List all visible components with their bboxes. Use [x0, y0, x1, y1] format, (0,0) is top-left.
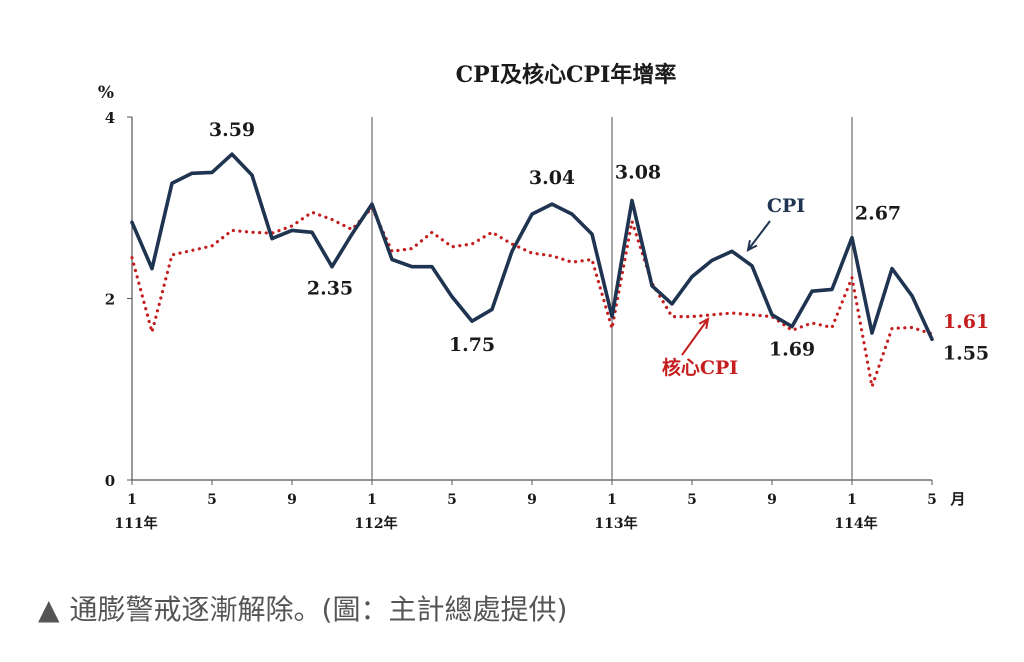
caption-text: 通膨警戒逐漸解除。(圖：主計總處提供)	[69, 593, 568, 626]
series-marks	[130, 152, 934, 389]
data-label: 1.55	[943, 342, 989, 364]
cpi-annotation-label: CPI	[767, 195, 805, 217]
cpi-line	[130, 152, 934, 342]
x-tick-label: 9	[287, 492, 297, 508]
x-unit-label: 月	[949, 490, 965, 508]
year-label: 112年	[354, 515, 397, 532]
x-tick-label: 9	[767, 492, 777, 508]
y-axis-unit: %	[98, 83, 114, 103]
caption-marker-icon: ▲	[38, 593, 60, 626]
x-tick-label: 1	[607, 492, 617, 508]
core-cpi-annotation-arrow-head	[698, 317, 710, 330]
x-tick-label: 5	[447, 492, 457, 508]
data-label: 3.59	[209, 119, 255, 141]
data-labels: 3.59 2.35 1.75 3.04 3.08 1.69 2.67 1.55 1.61 CPI 核…	[209, 119, 989, 379]
y-tick-label: 4	[105, 109, 115, 127]
core-cpi-annotation-label: 核心CPI	[662, 356, 738, 379]
data-label: 3.04	[529, 167, 575, 189]
y-tick-label: 2	[105, 291, 115, 309]
cpi-annotation-arrow-head	[746, 239, 758, 252]
core-cpi-line	[130, 206, 934, 389]
x-tick-label: 9	[527, 492, 537, 508]
year-label: 114年	[834, 515, 877, 532]
core-cpi-annotation-arrow-shaft	[681, 318, 709, 356]
x-tick-label: 1	[127, 492, 137, 508]
caption: ▲ 通膨警戒逐漸解除。(圖：主計總處提供)	[38, 588, 567, 628]
x-tick-label: 1	[847, 492, 857, 508]
x-tick-label: 1	[367, 492, 377, 508]
data-label: 1.61	[943, 311, 989, 333]
year-label: 111年	[114, 515, 157, 532]
data-label: 1.75	[449, 334, 495, 356]
cpi-annotation-arrow-shaft	[747, 220, 771, 251]
data-label: 3.08	[615, 161, 661, 183]
x-tick-label: 5	[927, 492, 937, 508]
data-label: 2.67	[855, 203, 901, 225]
year-label: 113年	[594, 515, 637, 532]
data-label: 1.69	[769, 339, 815, 361]
chart-title: CPI及核心CPI年增率	[456, 62, 677, 88]
x-tick-label: 5	[207, 492, 217, 508]
y-tick-label: 0	[105, 472, 115, 490]
x-tick-label: 5	[687, 492, 697, 508]
data-label: 2.35	[307, 278, 353, 300]
